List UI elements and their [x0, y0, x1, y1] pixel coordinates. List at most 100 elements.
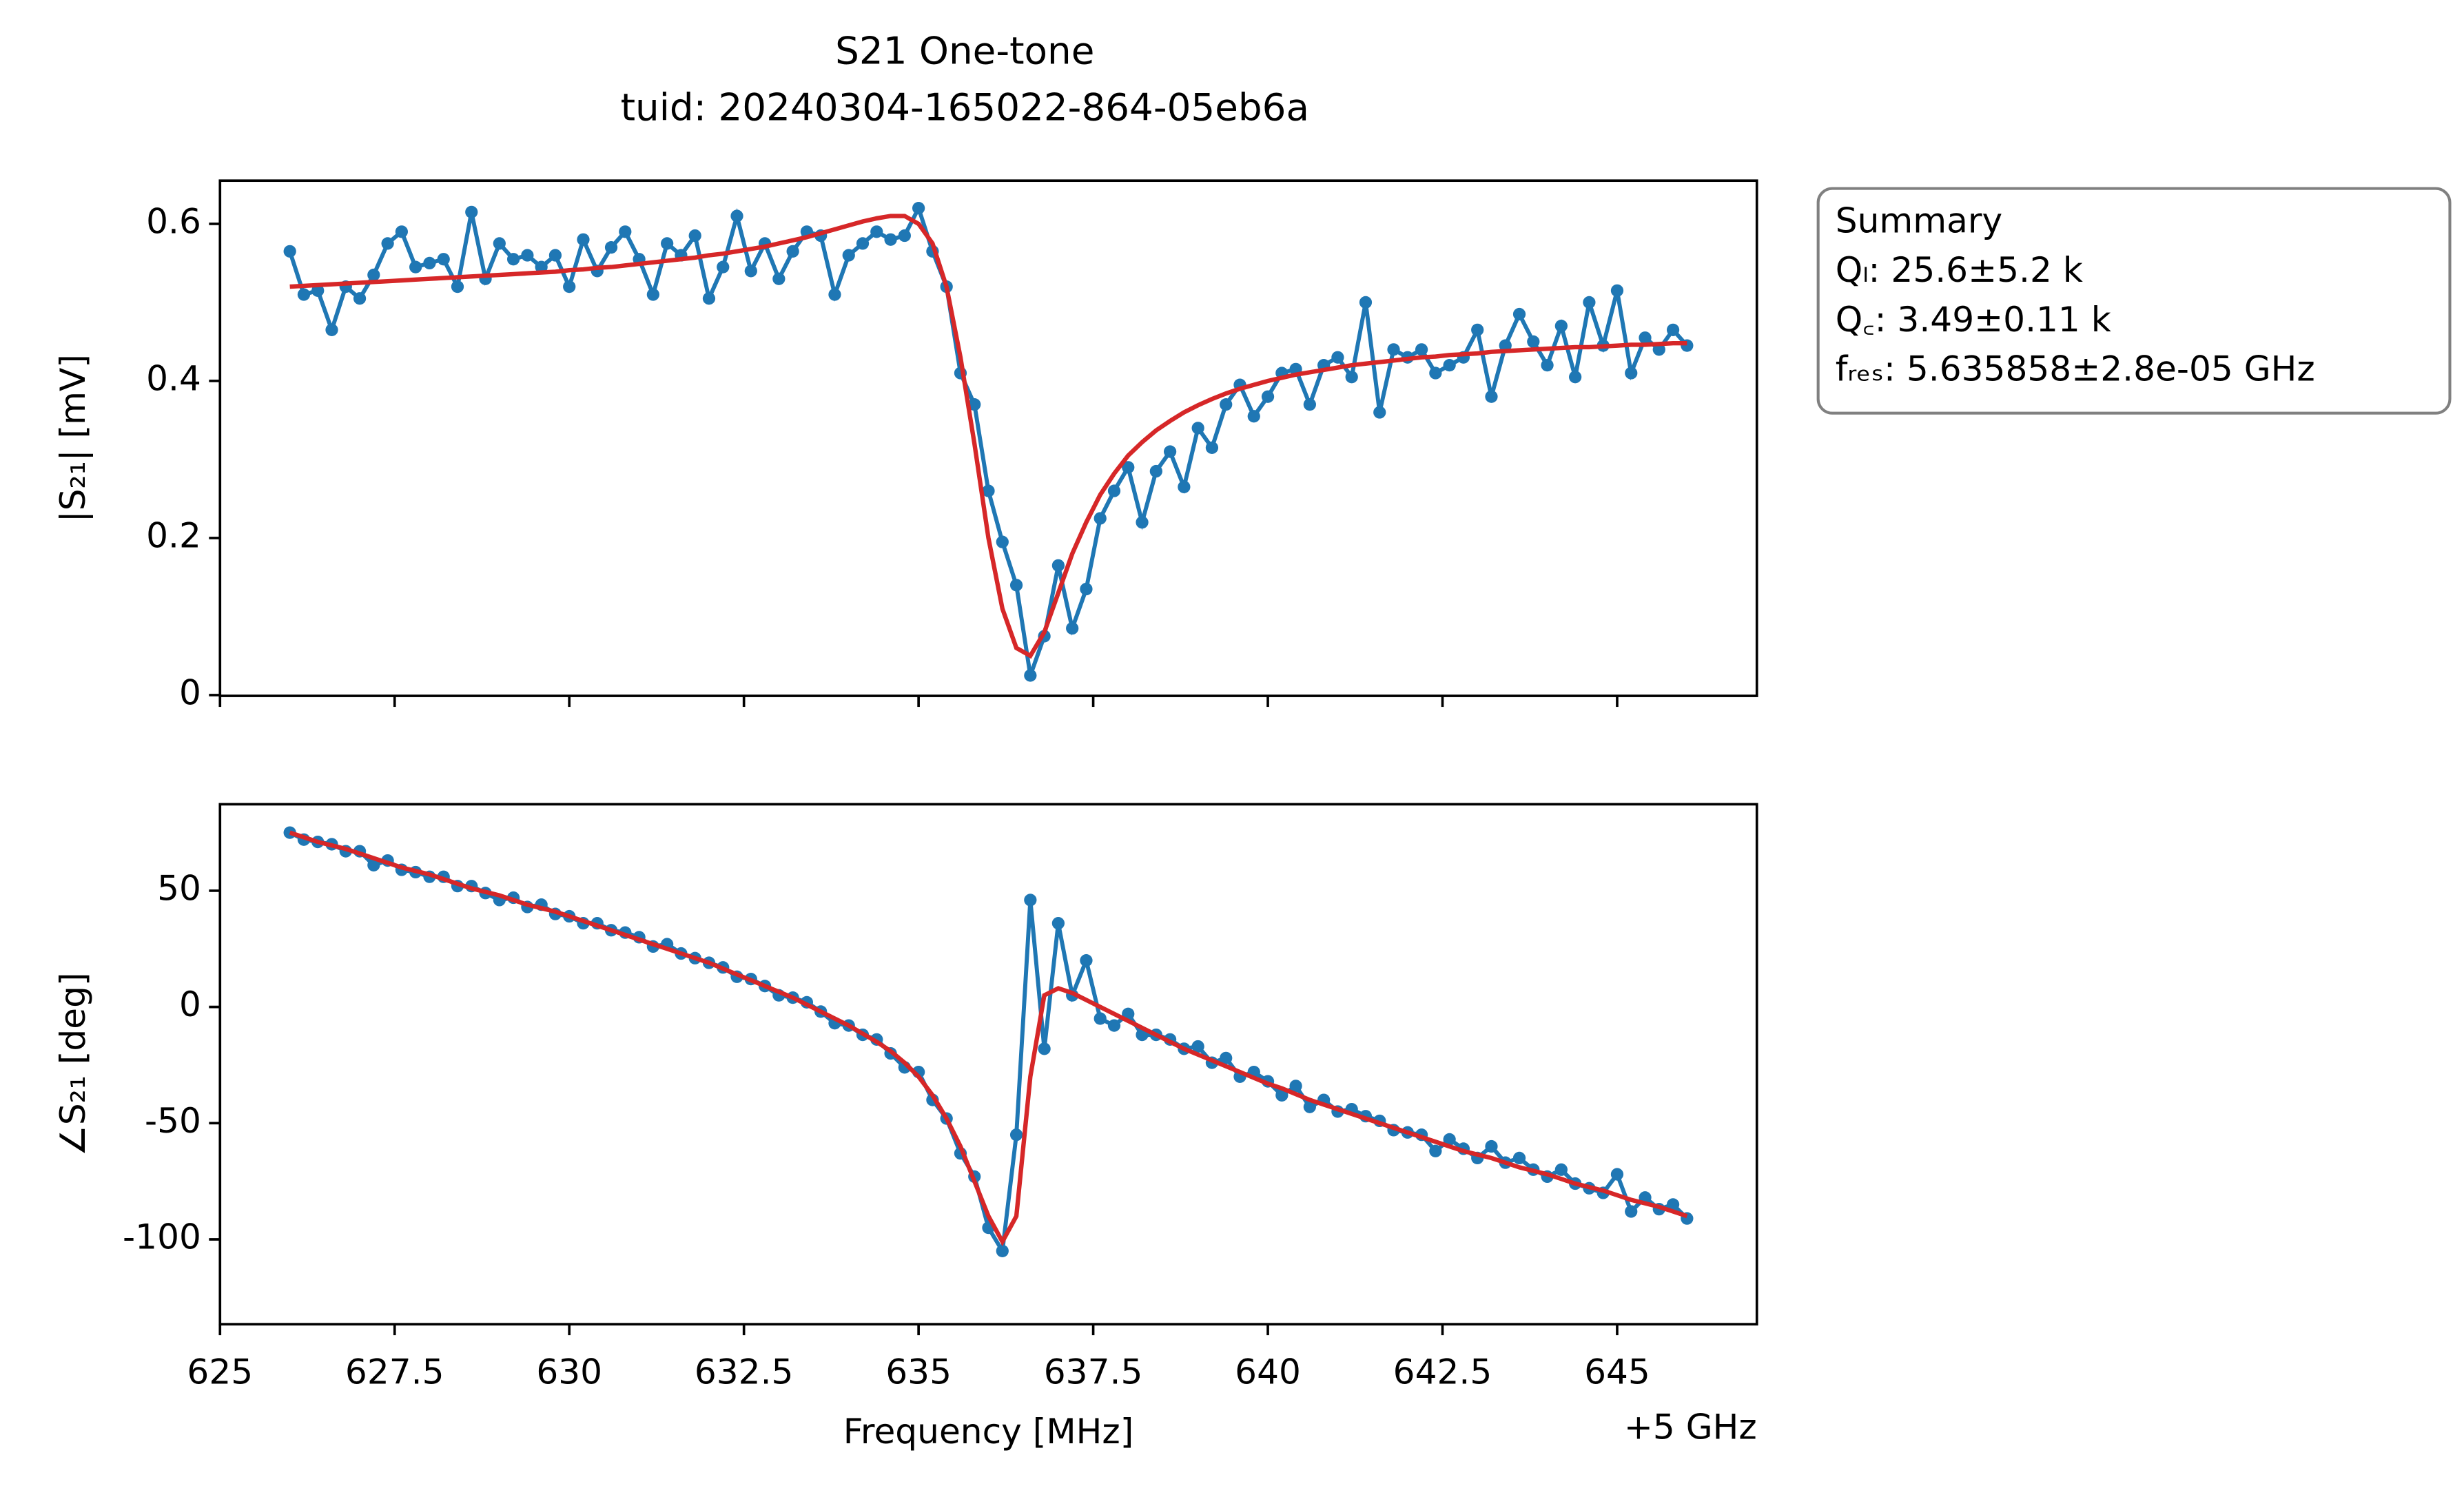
data-point — [1415, 343, 1428, 356]
x-tick-label: 625 — [187, 1352, 253, 1392]
data-point — [996, 1244, 1009, 1257]
axes-frame — [218, 179, 1758, 697]
data-point — [1191, 422, 1204, 435]
data-point — [1220, 1051, 1233, 1064]
data-point — [884, 233, 897, 246]
summary-line: Summary — [1836, 200, 2002, 240]
data-point — [1345, 371, 1358, 384]
data-point — [1191, 1040, 1204, 1053]
data-point — [1610, 284, 1624, 297]
data-point — [1569, 371, 1582, 384]
x-tick-label: 627.5 — [345, 1352, 444, 1392]
data-point — [1051, 559, 1065, 572]
data-point — [1554, 1163, 1568, 1176]
x-tick-label: 645 — [1584, 1352, 1650, 1392]
data-point — [982, 484, 995, 497]
data-point — [604, 240, 618, 254]
data-point — [1107, 1019, 1121, 1032]
data-point — [1527, 335, 1540, 349]
data-point — [381, 237, 394, 250]
data-point — [1303, 1100, 1316, 1113]
data-point — [1541, 359, 1554, 372]
x-tick-label: 637.5 — [1044, 1352, 1143, 1392]
data-point — [870, 225, 883, 238]
data-point — [409, 260, 422, 274]
data-point — [367, 858, 380, 871]
data-point — [1625, 367, 1638, 380]
x-tick-label: 635 — [885, 1352, 952, 1392]
data-point — [1485, 390, 1498, 403]
plot-area — [283, 201, 1694, 682]
data-point — [1247, 410, 1260, 423]
y-tick-label: 0.4 — [146, 358, 201, 398]
data-point — [451, 280, 464, 293]
data-point — [1610, 1168, 1624, 1181]
data-point — [1429, 367, 1442, 380]
data-point — [1178, 480, 1191, 493]
y-tick-label: 0.2 — [146, 515, 201, 555]
data-point — [1220, 398, 1233, 411]
data-point — [1471, 323, 1484, 336]
data-point — [898, 229, 911, 242]
data-point — [996, 535, 1009, 548]
plot-area — [283, 826, 1694, 1257]
data-point — [1275, 1088, 1289, 1102]
data-point — [283, 245, 296, 258]
data-point — [1512, 307, 1526, 321]
data-point — [506, 253, 520, 266]
data-point — [1205, 441, 1219, 454]
x-tick-label: 642.5 — [1393, 1352, 1492, 1392]
data-point — [1443, 1133, 1456, 1146]
y-tick-label: 0 — [179, 672, 201, 712]
data-point — [1107, 484, 1121, 497]
data-point — [1303, 398, 1316, 411]
series-line — [289, 830, 1688, 1247]
data-point — [437, 253, 450, 266]
data-point — [1149, 464, 1162, 478]
data-point — [1666, 1198, 1680, 1211]
y-tick-label: -100 — [123, 1217, 201, 1257]
data-point — [1666, 323, 1680, 336]
data-point — [1261, 390, 1275, 403]
summary-line: Qₗ: 25.6±5.2 k — [1836, 249, 2083, 290]
data-point — [577, 233, 590, 246]
data-point — [1163, 445, 1177, 458]
data-point — [1051, 917, 1065, 930]
data-point — [1024, 669, 1037, 682]
data-point — [1094, 1012, 1107, 1025]
data-point — [702, 292, 716, 305]
y-tick-label: -50 — [145, 1100, 201, 1141]
data-point — [688, 229, 701, 242]
data-point — [521, 249, 534, 262]
data-point — [325, 323, 338, 336]
data-point — [1625, 1205, 1638, 1218]
data-point — [1583, 296, 1596, 309]
data-point — [1009, 1128, 1023, 1142]
data-point — [619, 225, 632, 238]
data-point — [423, 256, 436, 270]
y-axis-label: ∠S₂₁ [deg] — [52, 972, 93, 1156]
x-axis-label: Frequency [MHz] — [843, 1411, 1134, 1452]
data-point — [786, 245, 799, 258]
x-tick-label: 632.5 — [695, 1352, 794, 1392]
data-point — [1554, 320, 1568, 333]
summary-line: Q꜀: 3.49±0.11 k — [1836, 299, 2111, 340]
series-line — [289, 214, 1687, 659]
data-point — [465, 205, 478, 218]
chart-title: S21 One-tone — [835, 29, 1094, 73]
data-point — [828, 288, 841, 301]
series-line — [287, 203, 1689, 677]
data-point — [1122, 461, 1135, 474]
data-point — [563, 280, 576, 293]
data-point — [493, 237, 506, 250]
data-point — [661, 237, 674, 250]
data-point — [646, 288, 659, 301]
data-point — [1066, 621, 1079, 635]
x-offset-label: +5 GHz — [1624, 1406, 1757, 1447]
x-tick-label: 640 — [1235, 1352, 1301, 1392]
data-point — [912, 201, 925, 215]
data-point — [1485, 1139, 1498, 1153]
data-point — [353, 292, 367, 305]
